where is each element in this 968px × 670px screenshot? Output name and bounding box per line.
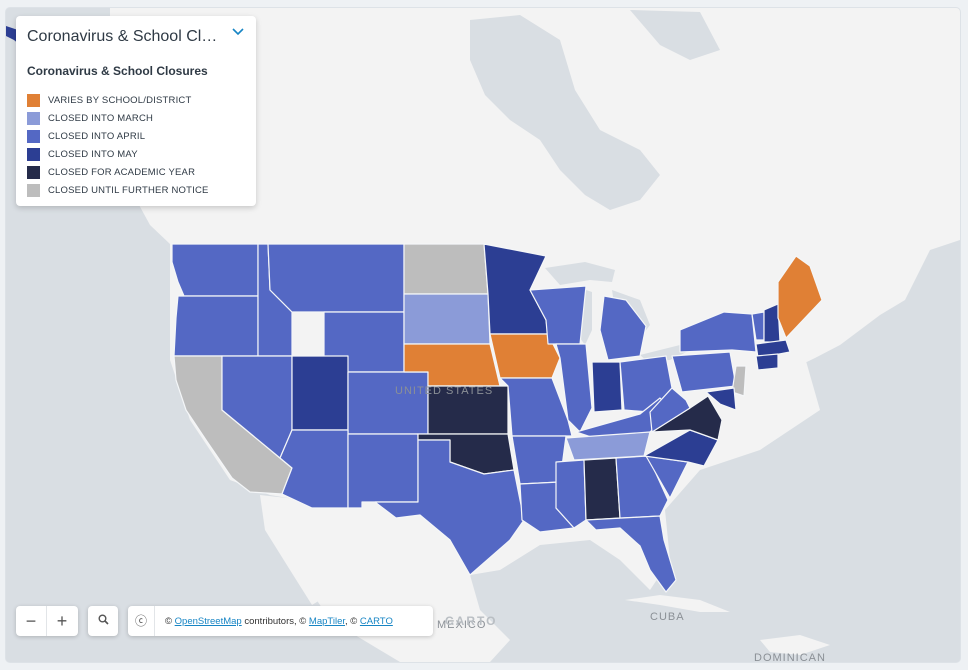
cuba-island [625,595,730,612]
zoom-controls: − + [16,606,78,636]
state-michigan[interactable] [599,295,647,361]
legend-swatch [27,183,40,197]
state-north-dakota[interactable] [403,243,489,295]
state-connecticut-ri[interactable] [755,353,779,371]
state-montana[interactable] [267,243,405,313]
legend-item: CLOSED INTO APRIL [27,127,209,145]
legend-item: CLOSED INTO MAY [27,145,209,163]
zoom-divider [46,606,47,636]
state-missouri[interactable] [499,377,573,437]
attribution-text: © OpenStreetMap contributors, © MapTiler… [155,616,393,627]
search-icon [98,612,109,630]
state-south-dakota[interactable] [403,293,491,345]
legend-swatch [27,129,40,143]
attribution-bar: ⓒ © OpenStreetMap contributors, © MapTil… [128,606,433,636]
arctic-island [630,10,720,60]
baja-peninsula [260,495,320,605]
legend-label: CLOSED INTO MAY [48,148,138,160]
legend-panel: Coronavirus & School Clo... Coronavirus … [16,16,256,206]
legend-list: VARIES BY SCHOOL/DISTRICT CLOSED INTO MAR… [27,91,209,199]
mexico-landmass [260,495,510,662]
legend-item: CLOSED FOR ACADEMIC YEAR [27,163,209,181]
state-indiana[interactable] [591,361,623,413]
maptiler-link[interactable]: MapTiler [308,615,345,627]
layer-title[interactable]: Coronavirus & School Clo... [27,28,223,45]
lake-superior [545,262,615,285]
state-massachusetts[interactable] [755,339,791,359]
carto-link[interactable]: CARTO [359,615,393,627]
openstreetmap-link[interactable]: OpenStreetMap [174,615,242,627]
state-alabama[interactable] [583,457,621,521]
choropleth-map[interactable]: UNITED STATES MEXICO CUBA DOMINICAN [6,8,960,662]
attribution-separator: , © [345,615,360,627]
state-new-jersey[interactable] [731,365,747,397]
state-texas[interactable] [374,439,525,576]
dominican-label: DOMINICAN [754,652,826,662]
state-new-york[interactable] [679,311,757,353]
state-mississippi[interactable] [555,459,587,529]
state-west-virginia[interactable] [649,387,691,433]
carto-logo: CARTO [445,614,498,628]
state-north-carolina[interactable] [643,429,719,467]
state-oregon[interactable] [173,295,259,357]
state-new-mexico[interactable] [347,433,419,509]
state-colorado[interactable] [347,371,429,435]
legend-item: CLOSED INTO MARCH [27,109,209,127]
united-states-label: UNITED STATES [395,385,493,397]
info-icon[interactable]: ⓒ [128,606,155,636]
legend-item: VARIES BY SCHOOL/DISTRICT [27,91,209,109]
cuba-label: CUBA [650,611,685,623]
canada-landmass [110,8,960,380]
state-utah[interactable] [291,355,349,431]
state-iowa[interactable] [489,333,561,379]
legend-swatch [27,93,40,107]
legend-swatch [27,147,40,161]
legend-label: CLOSED INTO APRIL [48,130,146,142]
state-washington[interactable] [171,243,259,297]
legend-swatch [27,165,40,179]
state-maine[interactable] [777,255,823,339]
attribution-prefix: © [165,615,175,627]
map-frame[interactable]: UNITED STATES MEXICO CUBA DOMINICAN [6,8,960,662]
legend-item: CLOSED UNTIL FURTHER NOTICE [27,181,209,199]
legend-label: CLOSED INTO MARCH [48,112,154,124]
legend-label: VARIES BY SCHOOL/DISTRICT [48,94,192,106]
chevron-down-icon[interactable] [232,28,244,36]
hispaniola [760,635,830,655]
legend-subtitle: Coronavirus & School Closures [27,64,208,78]
zoom-out-button[interactable]: − [25,610,37,631]
state-pennsylvania[interactable] [671,351,737,393]
zoom-in-button[interactable]: + [56,610,68,631]
search-button[interactable] [88,606,118,636]
legend-label: CLOSED UNTIL FURTHER NOTICE [48,184,209,196]
legend-swatch [27,111,40,125]
legend-label: CLOSED FOR ACADEMIC YEAR [48,166,196,178]
mexico-label: MEXICO [437,619,486,631]
hudson-bay [470,15,660,210]
state-maryland[interactable] [705,387,737,411]
state-florida[interactable] [585,515,677,593]
attribution-contributors: contributors, © [241,615,309,627]
